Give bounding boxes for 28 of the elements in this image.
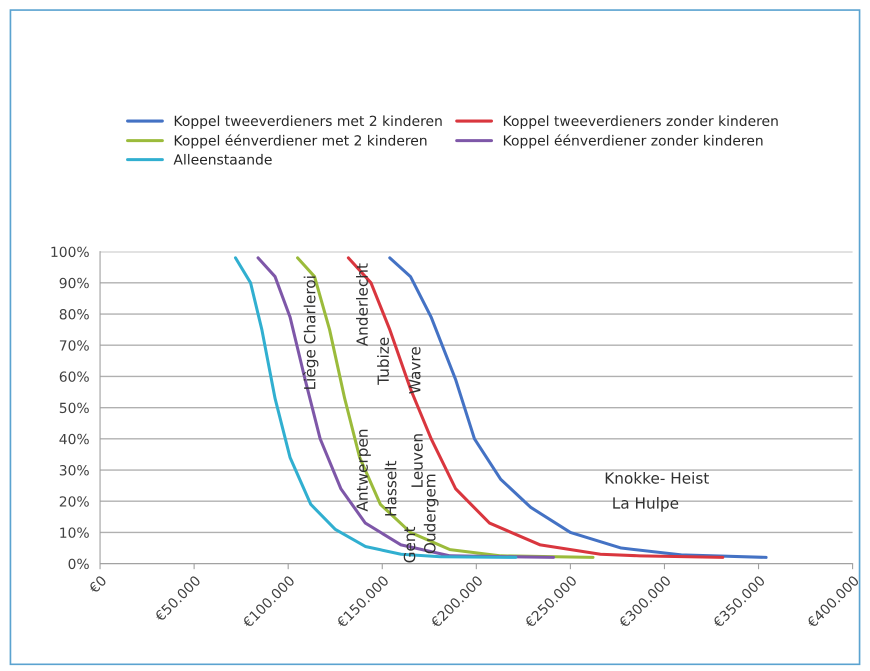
y-tick-label: 100% — [51, 246, 89, 258]
annotation: Wavre — [409, 347, 421, 394]
y-tick-label: 20% — [60, 496, 89, 507]
annotation: Liège Charleroi — [303, 276, 318, 389]
annotation: Antwerpen — [356, 430, 371, 512]
legend-label: Koppel tweeverdieners zonder kinderen — [504, 115, 778, 129]
y-tick-label: 60% — [60, 371, 89, 382]
legend-label: Koppel tweeverdieners met 2 kinderen — [174, 115, 442, 129]
annotation: Oudergem — [424, 474, 439, 554]
y-tick-label: 50% — [60, 402, 89, 414]
y-tick-label: 40% — [59, 434, 89, 444]
x-tick-label: €0 — [88, 574, 107, 594]
annotation: Hasselt — [384, 460, 396, 516]
y-tick-label: 90% — [60, 278, 89, 288]
y-tick-label: 80% — [60, 308, 89, 320]
annotation: Knokke- Heist — [606, 472, 709, 484]
y-tick-label: 30% — [60, 465, 89, 476]
annotation: Anderlecht — [356, 263, 368, 346]
y-tick-label: 10% — [60, 527, 89, 538]
legend-label: Koppel éénverdiener met 2 kinderen — [174, 134, 426, 148]
annotation: Gent — [404, 526, 416, 563]
y-tick-label: 0% — [68, 558, 89, 570]
y-tick-label: 70% — [60, 340, 89, 351]
annotation: La Hulpe — [613, 496, 678, 512]
legend-label: Koppel éénverdiener zonder kinderen — [504, 134, 762, 148]
annotation: Leuven — [411, 434, 423, 487]
annotation: Tubize — [377, 338, 389, 385]
legend-label: Alleenstaande — [174, 154, 272, 165]
